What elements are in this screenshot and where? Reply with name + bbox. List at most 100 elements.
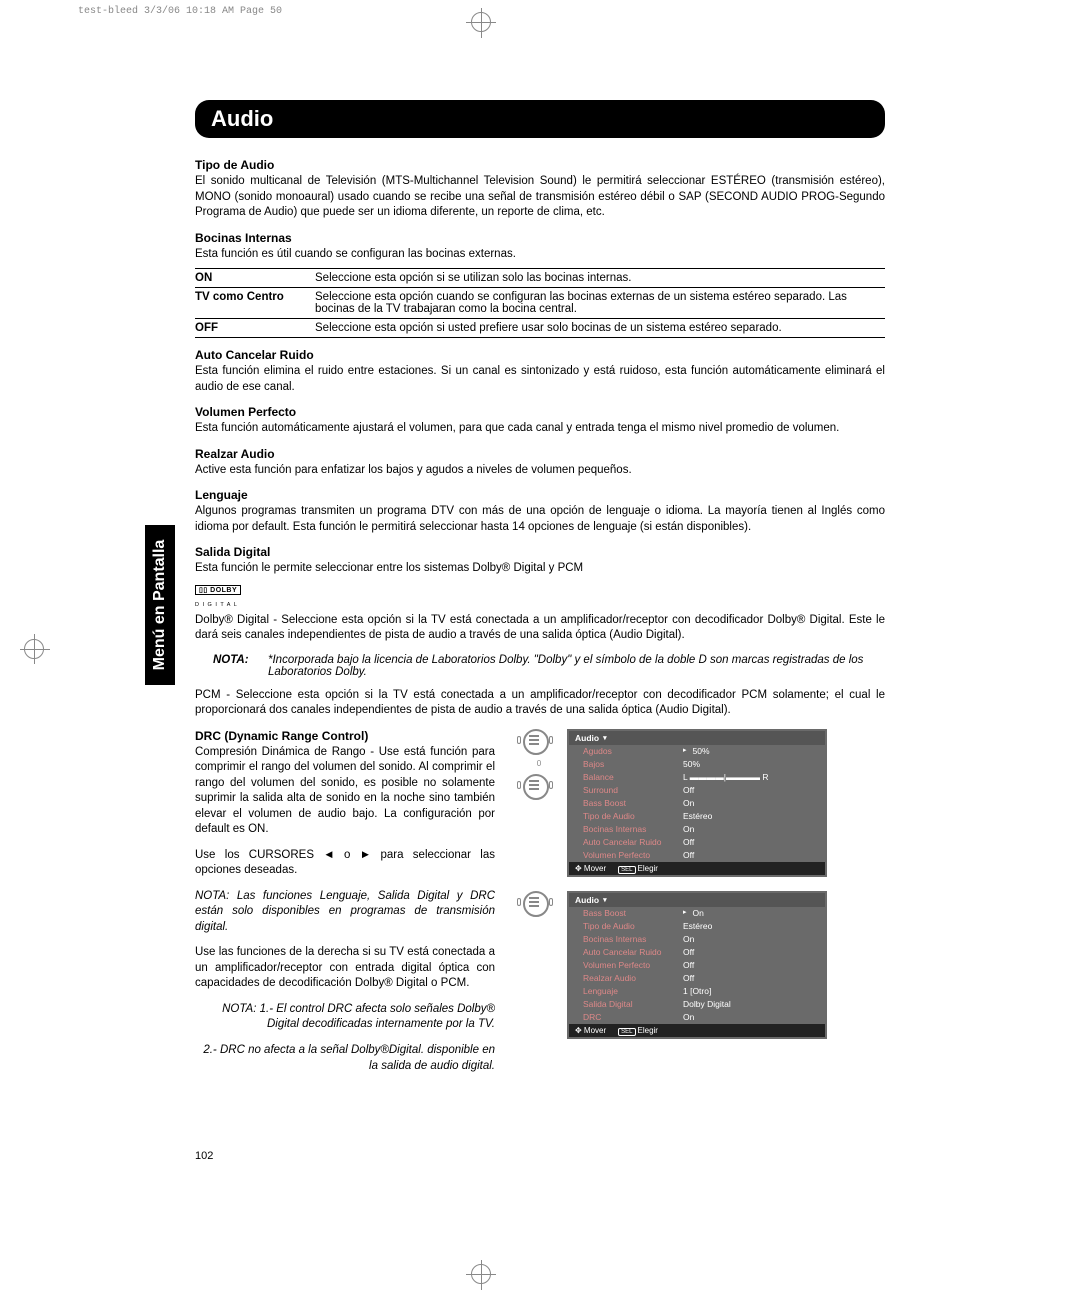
drc-text-column: DRC (Dynamic Range Control) Compresión D…: [195, 729, 495, 1084]
options-table: ONSeleccione esta opción si se utilizan …: [195, 268, 885, 338]
triangle-down-icon: ▾: [603, 896, 607, 904]
menu-row: Bass BoostOn: [569, 797, 825, 810]
section-volumen-perfecto: Volumen Perfecto Esta función automática…: [195, 405, 885, 437]
menu-row-value: Off: [683, 785, 825, 795]
menu-row: Bajos50%: [569, 758, 825, 771]
sel-badge: SEL: [618, 1028, 635, 1036]
menu-title: Audio ▾: [569, 893, 825, 907]
heading: Realzar Audio: [195, 447, 885, 461]
body-text: Active esta función para enfatizar los b…: [195, 463, 885, 479]
menu-row: BalanceL ▬▬▬▬|▬▬▬▬ R: [569, 771, 825, 784]
heading: Salida Digital: [195, 545, 885, 559]
menu-row-value: 50%: [683, 759, 825, 769]
option-key: ON: [195, 272, 315, 284]
menu-row-value: Off: [683, 947, 825, 957]
dial-icon: [517, 729, 553, 753]
dial-label: 0: [517, 759, 561, 768]
menu-row-label: Salida Digital: [583, 999, 683, 1009]
menu-row-value: On: [693, 908, 825, 918]
menu-row-label: Balance: [583, 772, 683, 782]
menu-row: Auto Cancelar RuidoOff: [569, 836, 825, 849]
menu-row: Tipo de AudioEstéreo: [569, 810, 825, 823]
section-tipo-audio: Tipo de Audio El sonido multicanal de Te…: [195, 158, 885, 221]
footer-mover: ✥ Mover: [575, 1026, 606, 1035]
osd-screenshots-column: 0 Audio▾ Agudos▸50%Bajos50%BalanceL ▬▬▬▬…: [517, 729, 885, 1084]
heading: Auto Cancelar Ruido: [195, 348, 885, 362]
dial-icon: [517, 774, 553, 798]
section-realzar-audio: Realzar Audio Active esta función para e…: [195, 447, 885, 479]
note-text: 2.- DRC no afecta a la señal Dolby®Digit…: [195, 1043, 495, 1074]
body-text: Use las funciones de la derecha si su TV…: [195, 945, 495, 992]
option-value: Seleccione esta opción si se utilizan so…: [315, 272, 885, 284]
body-text: Esta función es útil cuando se configura…: [195, 247, 885, 263]
menu-row-value: 50%: [693, 746, 825, 756]
menu-row-value: On: [683, 1012, 825, 1022]
menu-row-value: Estéreo: [683, 921, 825, 931]
registration-mark-left: [20, 620, 50, 680]
section-lenguaje: Lenguaje Algunos programas transmiten un…: [195, 488, 885, 535]
option-key: TV como Centro: [195, 291, 315, 315]
option-value: Seleccione esta opción si usted prefiere…: [315, 322, 885, 334]
note-label: NOTA:: [213, 654, 268, 678]
menu-title-text: Audio: [575, 895, 599, 905]
body-text: Algunos programas transmiten un programa…: [195, 504, 885, 535]
registration-mark-top: [452, 8, 512, 38]
menu-row-value: Estéreo: [683, 811, 825, 821]
sel-badge: SEL: [618, 866, 635, 874]
menu-row: Tipo de AudioEstéreo: [569, 920, 825, 933]
footer-elegir: Elegir: [638, 864, 658, 873]
menu-row: Volumen PerfectoOff: [569, 959, 825, 972]
menu-row-value: On: [683, 934, 825, 944]
section-auto-cancelar: Auto Cancelar Ruido Esta función elimina…: [195, 348, 885, 395]
footer-mover: ✥ Mover: [575, 864, 606, 873]
menu-footer: ✥ Mover SELElegir: [569, 1024, 825, 1037]
menu-row-label: Agudos: [583, 746, 683, 756]
menu-row: Agudos▸ 50%: [569, 745, 825, 758]
menu-row: DRCOn: [569, 1011, 825, 1024]
menu-row-label: Lenguaje: [583, 986, 683, 996]
dolby-logo-icon: ▯▯ DOLBY: [195, 585, 241, 595]
osd-menu-2: Audio▾ Bass Boost▸OnTipo de AudioEstéreo…: [517, 891, 885, 1039]
osd-menu-1: 0 Audio▾ Agudos▸50%Bajos50%BalanceL ▬▬▬▬…: [517, 729, 885, 877]
menu-row-label: Volumen Perfecto: [583, 850, 683, 860]
registration-mark-bottom: [452, 1260, 512, 1290]
menu-row-label: Bass Boost: [583, 798, 683, 808]
section-bocinas-internas: Bocinas Internas Esta función es útil cu…: [195, 231, 885, 339]
body-text: PCM - Seleccione esta opción si la TV es…: [195, 688, 885, 719]
menu-row-label: Realzar Audio: [583, 973, 683, 983]
arrow-right-icon: ▸: [683, 746, 687, 756]
body-text: Dolby® Digital - Seleccione esta opción …: [195, 613, 885, 644]
menu-row-label: Auto Cancelar Ruido: [583, 837, 683, 847]
menu-row-label: Bass Boost: [583, 908, 683, 918]
menu-row-label: DRC: [583, 1012, 683, 1022]
menu-row-label: Tipo de Audio: [583, 921, 683, 931]
triangle-down-icon: ▾: [603, 734, 607, 742]
menu-row-label: Volumen Perfecto: [583, 960, 683, 970]
heading: Volumen Perfecto: [195, 405, 885, 419]
body-text: Esta función elimina el ruido entre esta…: [195, 364, 885, 395]
heading: Lenguaje: [195, 488, 885, 502]
menu-row-label: Bocinas Internas: [583, 824, 683, 834]
body-text: El sonido multicanal de Televisión (MTS-…: [195, 174, 885, 221]
menu-row-value: 1 [Otro]: [683, 986, 825, 996]
option-value: Seleccione esta opción cuando se configu…: [315, 291, 885, 315]
option-key: OFF: [195, 322, 315, 334]
menu-row-label: Bocinas Internas: [583, 934, 683, 944]
arrow-right-icon: ▸: [683, 908, 687, 918]
menu-row-label: Surround: [583, 785, 683, 795]
dolby-logo-subtext: D I G I T A L: [195, 602, 238, 608]
menu-row-value: On: [683, 824, 825, 834]
page-number: 102: [195, 1150, 213, 1162]
menu-row: Volumen PerfectoOff: [569, 849, 825, 862]
section-salida-digital: Salida Digital Esta función le permite s…: [195, 545, 885, 719]
menu-row-label: Auto Cancelar Ruido: [583, 947, 683, 957]
menu-row: Auto Cancelar RuidoOff: [569, 946, 825, 959]
menu-row: Bass Boost▸ On: [569, 907, 825, 920]
note-text: NOTA: Las funciones Lenguaje, Salida Dig…: [195, 889, 495, 936]
body-text: Use los CURSORES ◄ o ► para seleccionar …: [195, 848, 495, 879]
print-header: test-bleed 3/3/06 10:18 AM Page 50: [78, 6, 282, 17]
heading: Tipo de Audio: [195, 158, 885, 172]
footer-elegir: Elegir: [638, 1026, 658, 1035]
menu-row-label: Tipo de Audio: [583, 811, 683, 821]
menu-row: Salida DigitalDolby Digital: [569, 998, 825, 1011]
